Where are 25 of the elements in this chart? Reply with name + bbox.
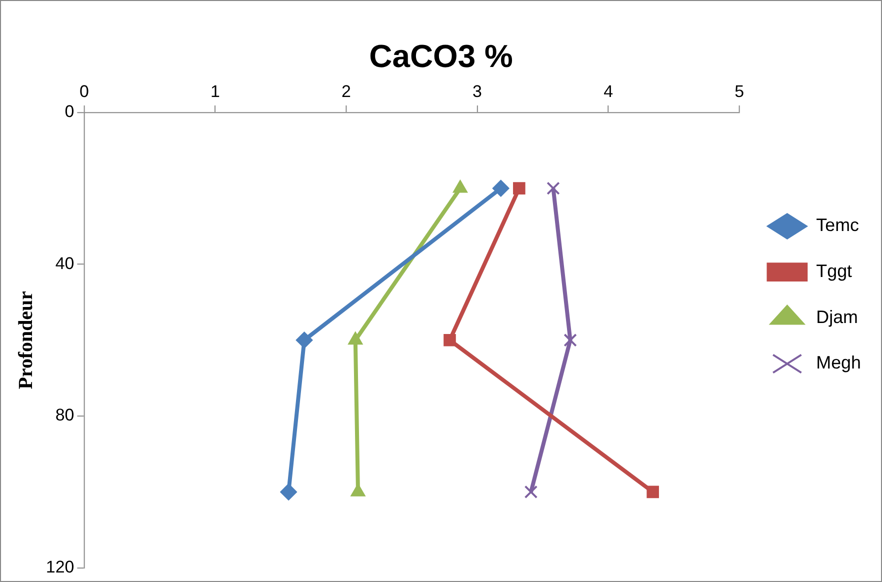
x-tick-label: 2 bbox=[342, 82, 351, 101]
point bbox=[513, 182, 526, 194]
point bbox=[492, 180, 510, 197]
chart-title: CaCO3 % bbox=[369, 38, 513, 74]
y-tick-label: 120 bbox=[46, 558, 74, 577]
point bbox=[296, 332, 313, 349]
legend-label: Temc bbox=[816, 215, 860, 236]
y-tick-label: 0 bbox=[64, 102, 74, 122]
legend-label: Tggt bbox=[816, 261, 852, 282]
x-tick-label: 5 bbox=[734, 82, 744, 101]
point bbox=[524, 485, 538, 499]
point bbox=[646, 486, 659, 498]
point bbox=[444, 334, 456, 346]
point bbox=[564, 333, 577, 347]
legend-label: Djam bbox=[816, 306, 858, 327]
point bbox=[280, 483, 298, 500]
y-tick-label: 40 bbox=[55, 254, 74, 273]
x-tick-label: 1 bbox=[210, 82, 220, 101]
x-tick-label: 3 bbox=[472, 82, 482, 101]
y-tick-label: 80 bbox=[55, 406, 74, 425]
x-tick-label: 0 bbox=[79, 82, 89, 101]
y-axis-title: Profondeur bbox=[15, 290, 38, 390]
point bbox=[546, 182, 560, 195]
x-tick-label: 4 bbox=[604, 82, 613, 101]
legend-label: Megh bbox=[816, 352, 862, 373]
